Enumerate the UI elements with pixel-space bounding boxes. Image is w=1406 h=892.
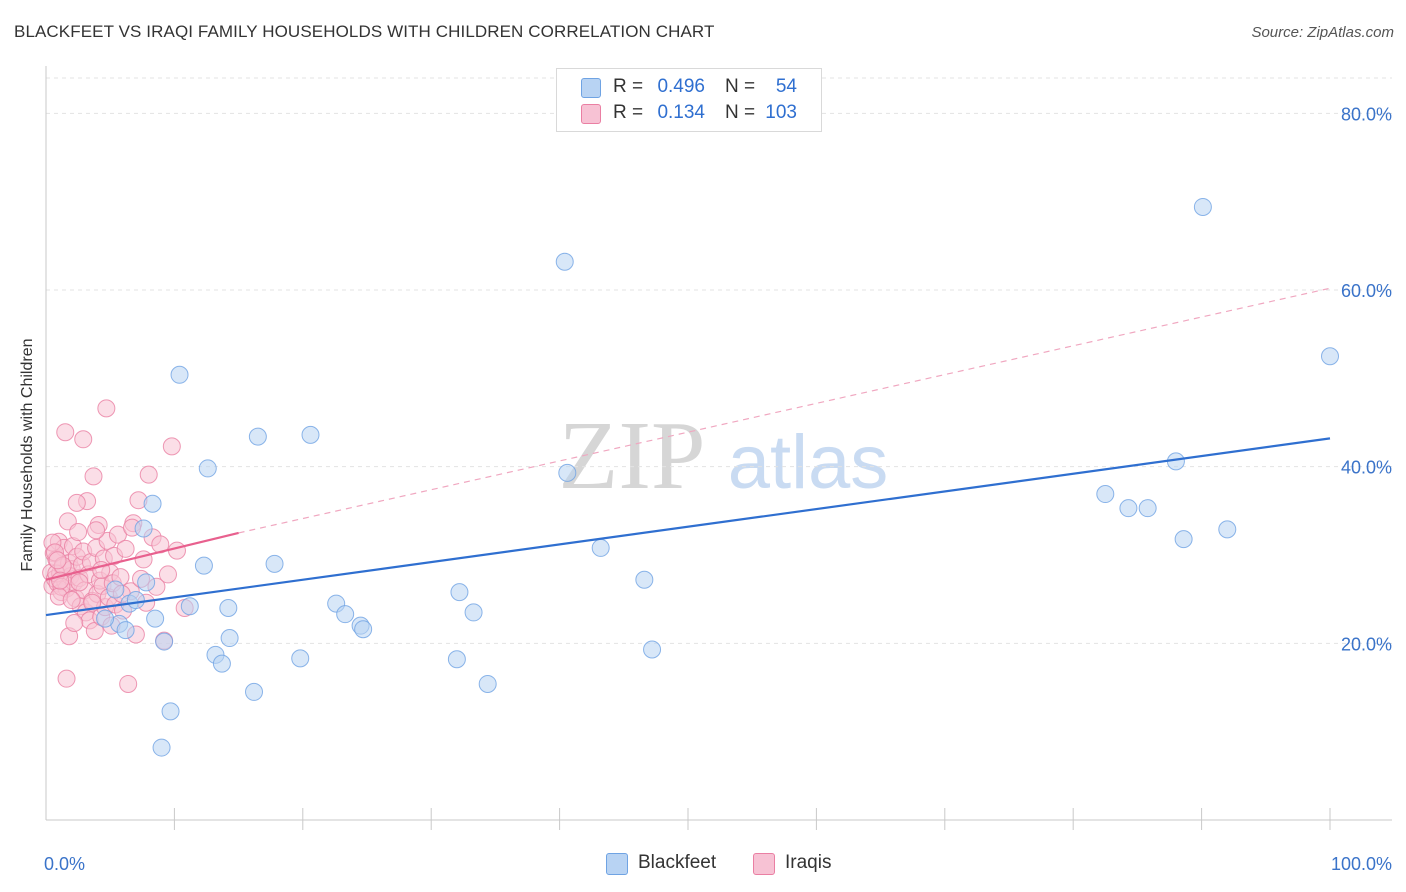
n-value: 103 (765, 102, 797, 123)
tick-labels: 20.0% 40.0% 60.0% 80.0% 0.0% 100.0% (44, 104, 1392, 874)
legend-label: Blackfeet (638, 852, 717, 873)
blackfeet-point (555, 252, 574, 271)
n-value: 54 (775, 76, 797, 97)
iraqis-point (65, 614, 84, 633)
blackfeet-point (336, 605, 355, 624)
iraqis-point (116, 539, 135, 558)
r-label: R = (613, 76, 644, 97)
iraqis-point (97, 399, 116, 418)
blackfeet-point (170, 365, 189, 384)
r-value: 0.496 (657, 76, 705, 97)
blackfeet-point (1138, 499, 1157, 518)
blackfeet-point (558, 463, 577, 482)
iraqis-point (158, 565, 177, 584)
blackfeet-point (265, 554, 284, 573)
blackfeet-point (126, 591, 145, 610)
blackfeet-point (245, 682, 264, 701)
blackfeet-trend-line (45, 437, 1331, 617)
iraqis-trend-line (45, 531, 239, 581)
stats-row-blackfeet: R = 0.496 N = 54 (557, 74, 821, 100)
iraqis-point (84, 467, 103, 486)
blackfeet-point (146, 609, 165, 628)
blackfeet-point (212, 654, 231, 673)
axes (45, 66, 1392, 830)
blackfeet-point (1174, 530, 1193, 549)
blackfeet-point (643, 640, 662, 659)
iraqis-point (167, 541, 186, 560)
y-tick-label: 80.0% (1341, 104, 1392, 124)
blackfeet-point (152, 738, 171, 757)
blackfeet-point (464, 603, 483, 622)
legend-swatch-iraqis (753, 853, 775, 875)
y-tick-label: 40.0% (1341, 458, 1392, 478)
watermark-zip: ZIP (559, 402, 706, 510)
stats-row-iraqis: R = 0.134 N = 103 (557, 100, 821, 126)
legend-swatch-blackfeet (606, 853, 628, 875)
iraqis-point (119, 674, 138, 693)
blackfeet-point (143, 494, 162, 513)
y-tick-label: 60.0% (1341, 281, 1392, 301)
blackfeet-point (106, 580, 125, 599)
n-label: N = (725, 102, 756, 123)
iraqis-point (74, 430, 93, 449)
blackfeet-point (116, 621, 135, 640)
blackfeet-point (291, 649, 310, 668)
iraqis-point (56, 423, 75, 442)
blackfeet-point (301, 425, 320, 444)
blackfeet-point (1218, 520, 1237, 539)
watermark-atlas: atlas (728, 420, 889, 505)
blackfeet-point (248, 427, 267, 446)
iraqis-point (83, 593, 102, 612)
blackfeet-point (591, 538, 610, 557)
blackfeet-point (478, 674, 497, 693)
iraqis-point (67, 493, 86, 512)
blackfeet-point (1193, 197, 1212, 216)
blackfeet-point (219, 599, 238, 617)
x-tick-label: 0.0% (44, 854, 85, 874)
blackfeet-point (354, 620, 373, 639)
blackfeet-point (447, 650, 466, 669)
x-tick-label: 100.0% (1331, 854, 1392, 874)
stats-swatch-iraqis (581, 104, 601, 124)
iraqis-point (69, 523, 88, 542)
watermark: ZIP atlas (559, 402, 889, 510)
blackfeet-point (1096, 485, 1115, 504)
blackfeet-point (1119, 499, 1138, 518)
iraqis-point (62, 591, 81, 610)
iraqis-point (48, 551, 67, 570)
r-label: R = (613, 102, 644, 123)
chart-title: BLACKFEET VS IRAQI FAMILY HOUSEHOLDS WIT… (14, 22, 715, 41)
r-value: 0.134 (657, 102, 705, 123)
y-tick-label: 20.0% (1341, 634, 1392, 654)
blackfeet-point (1321, 347, 1339, 366)
iraqis-point (87, 521, 106, 540)
blackfeet-point (134, 519, 153, 538)
blackfeet-point (155, 632, 174, 651)
blackfeet-point (161, 702, 180, 721)
source-label: Source: ZipAtlas.com (1251, 24, 1394, 41)
blackfeet-point (450, 583, 469, 602)
iraqis-point (108, 525, 127, 544)
blackfeet-point (198, 459, 217, 478)
n-label: N = (725, 76, 756, 97)
trend-lines (45, 287, 1331, 617)
blackfeet-point (137, 573, 156, 592)
blackfeet-point (180, 597, 199, 616)
stats-box: R = 0.496 N = 54 R = 0.134 N = 103 (556, 68, 822, 132)
legend-label: Iraqis (785, 852, 832, 873)
blackfeet-point (635, 570, 654, 589)
data-points (42, 197, 1339, 757)
iraqis-point (162, 437, 181, 456)
blackfeet-point (220, 629, 239, 648)
iraqis-point (57, 669, 76, 688)
blackfeet-point (194, 556, 213, 575)
grid-lines (46, 77, 1392, 644)
blackfeet-point (96, 609, 115, 628)
stats-swatch-blackfeet (581, 78, 601, 98)
iraqis-point (139, 465, 158, 484)
iraqis-point (70, 573, 89, 592)
